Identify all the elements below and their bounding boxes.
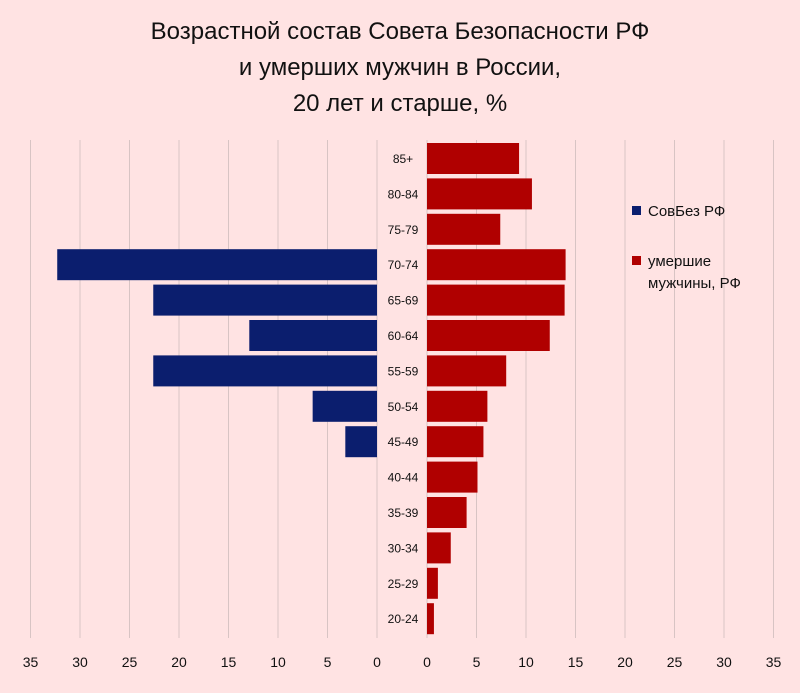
bar-sovbez [153,355,377,387]
category-label: 50-54 [388,400,419,414]
legend-swatch-sovbez [632,206,641,215]
bar-deaths [427,249,566,281]
x-tick-left: 35 [23,654,39,670]
x-tick-right: 30 [716,654,732,670]
bar-deaths [427,497,467,528]
category-label: 85+ [393,152,413,166]
bar-deaths [427,143,520,174]
category-label: 25-29 [388,577,419,591]
x-tick-left: 15 [221,654,237,670]
category-label: 60-64 [388,329,419,343]
legend-swatch-deaths [632,256,641,265]
bar-sovbez [312,390,377,422]
bar-deaths [427,213,501,245]
category-label: 40-44 [388,471,419,485]
bar-sovbez [345,426,377,458]
x-tick-right: 20 [617,654,633,670]
chart-title: Возрастной состав Совета Безопасности РФ… [0,14,800,122]
bar-sovbez [153,284,377,316]
x-tick-left: 25 [122,654,138,670]
bar-deaths [427,284,565,316]
legend-label-deaths-line-1: умершие [648,253,711,270]
category-label: 70-74 [388,258,419,272]
chart-title-line-1: Возрастной состав Совета Безопасности РФ [150,18,650,45]
category-label: 75-79 [388,223,419,237]
legend-label-deaths-line-2: мужчины, РФ [648,275,741,292]
category-label: 55-59 [388,364,419,378]
bar-sovbez [57,249,377,281]
category-label: 65-69 [388,294,419,308]
category-label: 80-84 [388,187,419,201]
x-tick-right: 25 [667,654,683,670]
bar-deaths [427,178,532,210]
x-tick-right: 15 [568,654,584,670]
bar-deaths [427,567,438,599]
x-tick-right: 5 [473,654,481,670]
category-label: 35-39 [388,506,419,520]
x-tick-left: 30 [72,654,88,670]
bar-deaths [427,426,484,458]
bar-deaths [427,461,478,493]
bar-deaths [427,320,550,351]
legend-label-sovbez: СовБез РФ [648,203,725,220]
chart-title-line-2: и умерших мужчин в России, [238,54,562,81]
x-tick-left: 5 [324,654,332,670]
x-tick-left: 0 [373,654,381,670]
x-tick-right: 35 [766,654,782,670]
bar-deaths [427,355,507,387]
category-label: 30-34 [388,541,419,555]
bar-deaths [427,532,451,564]
bar-sovbez [249,320,377,351]
x-tick-left: 20 [171,654,187,670]
x-tick-right: 10 [518,654,534,670]
bar-deaths [427,390,488,422]
bar-deaths [427,603,434,635]
x-tick-left: 10 [270,654,286,670]
chart-title-line-3: 20 лет и старше, % [292,90,508,117]
x-tick-right: 0 [423,654,431,670]
category-label: 20-24 [388,612,419,626]
category-label: 45-49 [388,435,419,449]
